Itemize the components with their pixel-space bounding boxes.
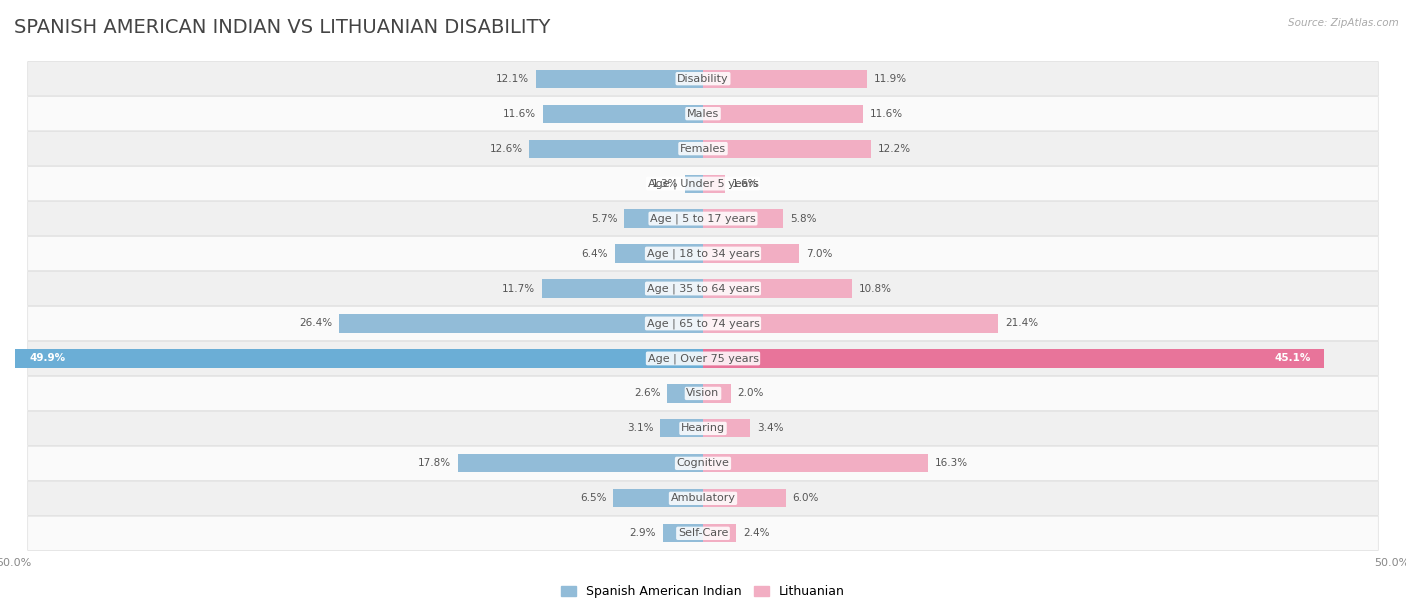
Bar xyxy=(703,384,731,403)
Text: Age | Over 75 years: Age | Over 75 years xyxy=(648,353,758,364)
Text: Cognitive: Cognitive xyxy=(676,458,730,468)
Bar xyxy=(703,105,863,123)
Bar xyxy=(703,140,872,158)
FancyBboxPatch shape xyxy=(28,481,1378,515)
Text: 21.4%: 21.4% xyxy=(1005,318,1038,329)
FancyBboxPatch shape xyxy=(28,271,1378,305)
Text: 49.9%: 49.9% xyxy=(30,354,65,364)
FancyBboxPatch shape xyxy=(28,516,1378,550)
Bar xyxy=(703,280,852,297)
Text: 12.6%: 12.6% xyxy=(489,144,523,154)
Bar xyxy=(664,524,703,542)
Text: 2.0%: 2.0% xyxy=(738,389,763,398)
Text: 16.3%: 16.3% xyxy=(935,458,967,468)
Text: 11.6%: 11.6% xyxy=(870,109,903,119)
Text: 7.0%: 7.0% xyxy=(807,248,832,258)
Bar xyxy=(703,244,800,263)
FancyBboxPatch shape xyxy=(28,411,1378,446)
Text: 45.1%: 45.1% xyxy=(1274,354,1310,364)
Text: 5.7%: 5.7% xyxy=(591,214,617,223)
Text: 6.4%: 6.4% xyxy=(582,248,607,258)
Bar xyxy=(685,174,703,193)
Bar xyxy=(530,140,703,158)
Bar xyxy=(703,174,725,193)
Bar xyxy=(703,70,868,88)
Bar xyxy=(613,489,703,507)
Text: Disability: Disability xyxy=(678,73,728,84)
Bar xyxy=(703,419,749,438)
Bar xyxy=(703,209,783,228)
Text: 3.1%: 3.1% xyxy=(627,424,654,433)
FancyBboxPatch shape xyxy=(28,62,1378,96)
Bar xyxy=(661,419,703,438)
Text: Vision: Vision xyxy=(686,389,720,398)
Bar xyxy=(703,454,928,472)
Bar xyxy=(536,70,703,88)
Text: 11.9%: 11.9% xyxy=(875,73,907,84)
FancyBboxPatch shape xyxy=(28,376,1378,411)
Text: 2.6%: 2.6% xyxy=(634,389,661,398)
FancyBboxPatch shape xyxy=(28,307,1378,341)
FancyBboxPatch shape xyxy=(28,166,1378,201)
Text: 2.4%: 2.4% xyxy=(742,528,769,539)
Text: Age | Under 5 years: Age | Under 5 years xyxy=(648,178,758,189)
Text: 2.9%: 2.9% xyxy=(630,528,657,539)
Text: Source: ZipAtlas.com: Source: ZipAtlas.com xyxy=(1288,18,1399,28)
FancyBboxPatch shape xyxy=(28,132,1378,166)
Text: 26.4%: 26.4% xyxy=(299,318,332,329)
FancyBboxPatch shape xyxy=(28,97,1378,131)
Text: Self-Care: Self-Care xyxy=(678,528,728,539)
Text: Age | 35 to 64 years: Age | 35 to 64 years xyxy=(647,283,759,294)
FancyBboxPatch shape xyxy=(28,446,1378,480)
Text: 5.8%: 5.8% xyxy=(790,214,817,223)
Text: SPANISH AMERICAN INDIAN VS LITHUANIAN DISABILITY: SPANISH AMERICAN INDIAN VS LITHUANIAN DI… xyxy=(14,18,550,37)
Text: Age | 18 to 34 years: Age | 18 to 34 years xyxy=(647,248,759,259)
Bar xyxy=(15,349,703,368)
Text: 3.4%: 3.4% xyxy=(756,424,783,433)
Bar xyxy=(703,489,786,507)
FancyBboxPatch shape xyxy=(28,201,1378,236)
Bar xyxy=(543,105,703,123)
Text: 12.2%: 12.2% xyxy=(877,144,911,154)
Text: 11.7%: 11.7% xyxy=(502,283,534,294)
Text: 6.0%: 6.0% xyxy=(793,493,818,503)
Text: Ambulatory: Ambulatory xyxy=(671,493,735,503)
Text: 12.1%: 12.1% xyxy=(496,73,530,84)
Bar xyxy=(458,454,703,472)
FancyBboxPatch shape xyxy=(28,236,1378,271)
Text: 11.6%: 11.6% xyxy=(503,109,536,119)
Bar xyxy=(703,315,998,332)
Bar xyxy=(541,280,703,297)
Text: 10.8%: 10.8% xyxy=(859,283,891,294)
Text: Males: Males xyxy=(688,109,718,119)
Bar xyxy=(624,209,703,228)
Text: 1.6%: 1.6% xyxy=(733,179,758,188)
Text: 1.3%: 1.3% xyxy=(652,179,678,188)
Text: Age | 65 to 74 years: Age | 65 to 74 years xyxy=(647,318,759,329)
Text: Age | 5 to 17 years: Age | 5 to 17 years xyxy=(650,214,756,224)
Bar xyxy=(703,524,737,542)
FancyBboxPatch shape xyxy=(28,341,1378,376)
Bar xyxy=(614,244,703,263)
Text: 17.8%: 17.8% xyxy=(418,458,451,468)
Bar xyxy=(668,384,703,403)
Bar xyxy=(703,349,1324,368)
Bar xyxy=(339,315,703,332)
Legend: Spanish American Indian, Lithuanian: Spanish American Indian, Lithuanian xyxy=(555,580,851,603)
Text: Females: Females xyxy=(681,144,725,154)
Text: 6.5%: 6.5% xyxy=(581,493,606,503)
Text: Hearing: Hearing xyxy=(681,424,725,433)
